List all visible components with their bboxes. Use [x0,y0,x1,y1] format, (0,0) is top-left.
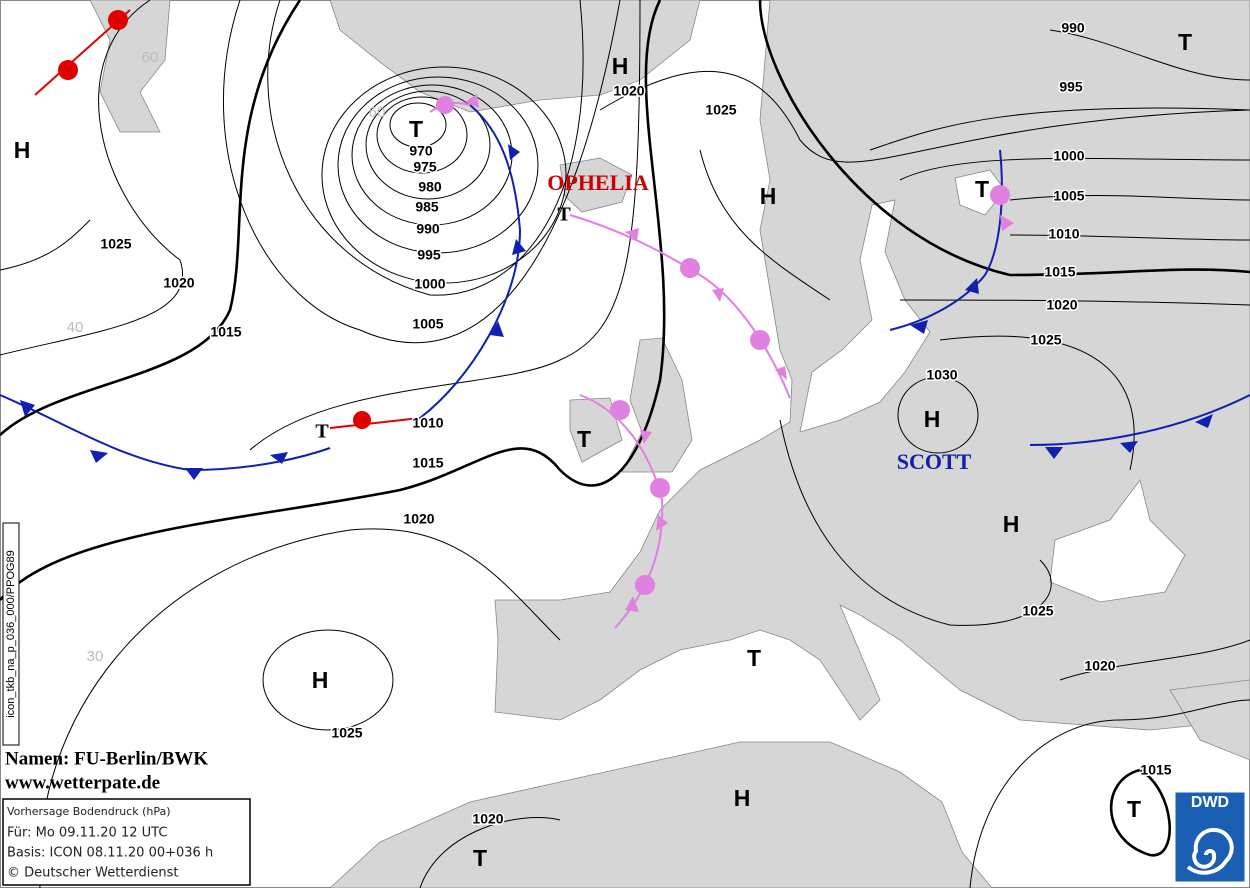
isobar-label: 1015 [210,324,241,340]
isobar-label: 1010 [1048,226,1079,242]
pressure-center: T [975,176,989,202]
labels: H T H H T T T T T H H H T H T T 990 995 1000 1005 1010 1015 10… [14,18,1192,871]
isobar-label: 1020 [403,511,434,527]
isobar-label: 995 [417,247,441,263]
isobar-label: 970 [409,143,433,159]
pressure-center: H [924,406,941,432]
side-label-box [2,522,20,746]
pressure-center: T [409,116,423,142]
isobar-label: 1020 [472,811,503,827]
isobar-label: 1025 [331,725,362,741]
pressure-center: H [1003,511,1020,537]
isobar-label: 1025 [1022,603,1053,619]
latitude-label: 60 [369,104,386,121]
pressure-center: H [312,667,329,693]
side-label: icon_tkb_na_p_036_000/PPOG89 [5,550,17,718]
info-box [2,798,251,886]
pressure-center: H [612,53,629,79]
dwd-logo: DWD [1174,791,1246,883]
isobar-label: 1005 [412,316,443,332]
pressure-center: T [1178,29,1192,55]
pressure-center: T [747,645,761,671]
isobar-label: 1025 [705,102,736,118]
credit-url: www.wetterpate.de [5,772,160,793]
isobar-label: 1020 [1046,297,1077,313]
pressure-center: T [1127,796,1141,822]
system-name: OPHELIA [547,170,649,195]
isobar-label: 1025 [100,236,131,252]
isobar-label: 990 [416,221,440,237]
isobar-label: 975 [413,159,437,175]
isobar-label: 1020 [163,275,194,291]
latitude-label: 40 [67,319,84,336]
pressure-center: H [734,785,751,811]
isobar-label: 1020 [613,83,644,99]
isobar-label: 995 [1059,79,1083,95]
isobar-label: 1030 [926,367,957,383]
info-line: Basis: ICON 08.11.20 00+036 h [7,846,213,861]
pressure-center: T [315,421,329,443]
pressure-center: T [557,204,571,226]
pressure-center: H [14,137,31,163]
land [89,0,1250,888]
isobar-label: 985 [415,199,439,215]
info-line: © Deutscher Wetterdienst [7,866,178,881]
isobar-label: 1000 [1053,148,1084,164]
pressure-center: H [760,183,777,209]
isobar-label: 1020 [1084,658,1115,674]
fronts [0,9,1250,629]
info-line: Für: Mo 09.11.20 12 UTC [7,826,167,841]
latitude-label: 30 [87,648,104,665]
isobar-label: 1000 [414,276,445,292]
latitude-label: 60 [142,49,159,66]
isobar-label: 990 [1061,20,1085,36]
logo-text: DWD [1191,794,1229,811]
isobar-label: 1025 [1030,332,1061,348]
pressure-center: T [577,426,591,452]
isobar-label: 1015 [412,455,443,471]
info-line: Vorhersage Bodendruck (hPa) [7,805,171,818]
pressure-center: T [473,845,487,871]
isobar-label: 1015 [1140,762,1171,778]
isobar-label: 1005 [1053,188,1084,204]
isobar-label: 1010 [412,415,443,431]
system-name: SCOTT [897,449,972,474]
isobar-label: 1015 [1044,264,1075,280]
isobar-label: 980 [418,179,442,195]
credit-names: Namen: FU-Berlin/BWK [5,748,208,769]
